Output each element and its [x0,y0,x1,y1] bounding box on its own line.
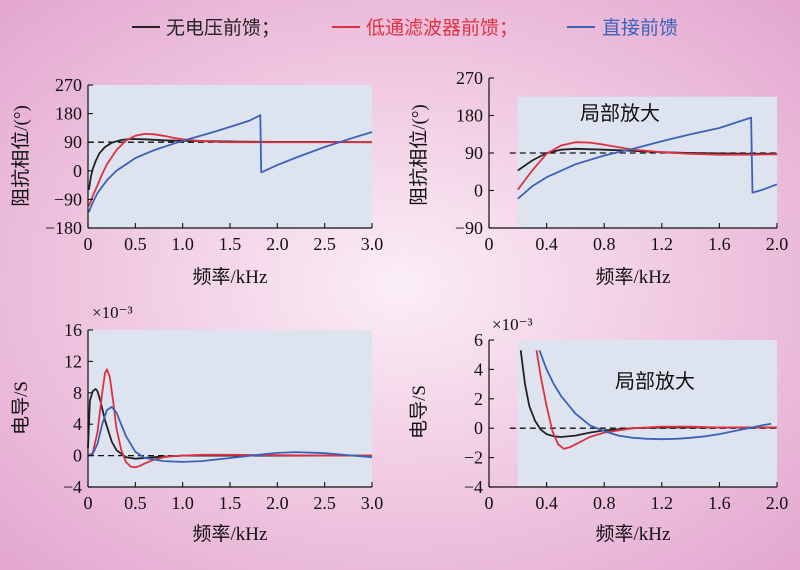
y-tick-label-2-4: 12 [64,351,82,371]
x-tick-label-2-0: 0 [84,493,93,513]
y-tick-label-3-5: 6 [474,330,483,350]
x-tick-label-3-1: 0.4 [535,493,558,513]
y-tick-label-0-3: 90 [64,132,82,152]
y-tick-label-1-4: 270 [456,68,483,88]
x-tick-label-1-0: 0 [485,234,494,254]
y-tick-label-0-0: −180 [45,218,82,238]
x-tick-label-1-2: 0.8 [593,234,616,254]
plot-area-0 [88,85,372,228]
y-axis-label-0: 阻抗相位/(°) [10,105,32,207]
x-tick-label-1-1: 0.4 [535,234,558,254]
y-tick-label-3-2: 0 [474,418,483,438]
annotation-3: 局部放大 [615,370,695,393]
x-tick-label-1-5: 2.0 [766,234,789,254]
y-tick-label-1-2: 90 [465,143,483,163]
y-tick-label-1-0: −90 [455,218,483,238]
y-tick-label-2-5: 16 [64,320,82,340]
x-tick-label-2-3: 1.5 [219,493,242,513]
y-multiplier-2: ×10⁻³ [92,303,133,322]
x-tick-label-0-0: 0 [84,234,93,254]
y-tick-label-1-1: 0 [474,181,483,201]
chart-panel-3: 0 0.4 0.8 1.2 1.6 2.0 −4 −2 0 2 4 6 频率/kHz 电导/S 局部放大 ×1… [408,315,788,545]
x-tick-label-1-4: 1.6 [708,234,731,254]
legend-label-0: 无电压前馈； [166,17,280,39]
panels: 0 0.5 1.0 1.5 2.0 2.5 3.0−180−90090180270频率/kH… [10,68,788,545]
series-line-0-direct [88,114,373,213]
series-line-2-direct [87,406,373,463]
x-axis-label-2: 频率/kHz [193,523,268,545]
series-line-3-lpf [535,350,777,450]
y-tick-label-3-0: −4 [464,477,483,497]
x-axis-label-3: 频率/kHz [596,523,671,545]
x-tick-label-3-4: 1.6 [708,493,731,513]
x-axis-label-1: 频率/kHz [596,266,671,288]
y-tick-label-0-4: 180 [55,104,82,124]
x-tick-label-2-2: 1.0 [171,493,194,513]
x-tick-label-2-4: 2.0 [266,493,289,513]
legend-label-1: 低通滤波器前馈； [366,17,518,39]
plot-area-3 [517,340,777,487]
x-tick-label-2-6: 3.0 [361,493,384,513]
legend: 无电压前馈； 低通滤波器前馈； 直接前馈 [132,17,678,39]
chart-panel-0: 0 0.5 1.0 1.5 2.0 2.5 3.0 −180 −90 0 90 180 270 频率/kH… [10,75,383,288]
series-line-3-direct [538,349,772,441]
y-tick-label-0-5: 270 [55,75,82,95]
y-tick-label-2-1: 0 [73,446,82,466]
x-tick-label-3-2: 0.8 [593,493,616,513]
plot-area-2 [88,330,372,487]
annotation-1: 局部放大 [580,102,660,125]
x-tick-label-2-5: 2.5 [313,493,336,513]
y-tick-label-3-3: 2 [474,389,483,409]
series-line-1-lpf [517,141,778,191]
y-tick-label-1-3: 180 [456,106,483,126]
x-tick-label-0-5: 2.5 [313,234,336,254]
x-tick-label-1-3: 1.2 [651,234,674,254]
x-tick-label-0-1: 0.5 [124,234,147,254]
series-line-1-none [517,147,777,172]
y-tick-label-2-3: 8 [73,383,82,403]
x-tick-label-0-4: 2.0 [266,234,289,254]
y-tick-label-2-2: 4 [73,414,82,434]
x-tick-label-3-3: 1.2 [651,493,674,513]
x-tick-label-3-0: 0 [485,493,494,513]
y-axis-label-2: 电导/S [10,381,32,435]
x-tick-label-0-6: 3.0 [361,234,384,254]
y-tick-label-3-1: −2 [464,448,483,468]
series-line-0-lpf [88,133,372,207]
x-tick-label-3-5: 2.0 [766,493,789,513]
x-axis-label-0: 频率/kHz [193,266,268,288]
y-tick-label-2-0: −4 [63,477,82,497]
series-line-1-direct [517,116,778,200]
x-tick-label-0-2: 1.0 [171,234,194,254]
chart-panel-1: 0 0.4 0.8 1.2 1.6 2.0−90090180270频率/kHz阻抗相位/(… [408,68,788,288]
plot-area-1 [517,96,777,228]
y-tick-label-3-4: 4 [474,359,483,379]
y-multiplier-3: ×10⁻³ [492,315,533,334]
y-tick-label-0-1: −90 [54,189,82,209]
series-line-2-lpf [87,368,372,469]
x-tick-label-0-3: 1.5 [219,234,242,254]
y-axis-label-1: 阻抗相位/(°) [408,104,430,206]
legend-label-2: 直接前馈 [602,17,678,39]
y-axis-label-3: 电导/S [408,385,430,439]
x-tick-label-2-1: 0.5 [124,493,147,513]
y-tick-label-0-2: 0 [73,161,82,181]
chart-panel-2: 0 0.5 1.0 1.5 2.0 2.5 3.0−40481216频率/kHz电导/S×1… [10,303,383,545]
